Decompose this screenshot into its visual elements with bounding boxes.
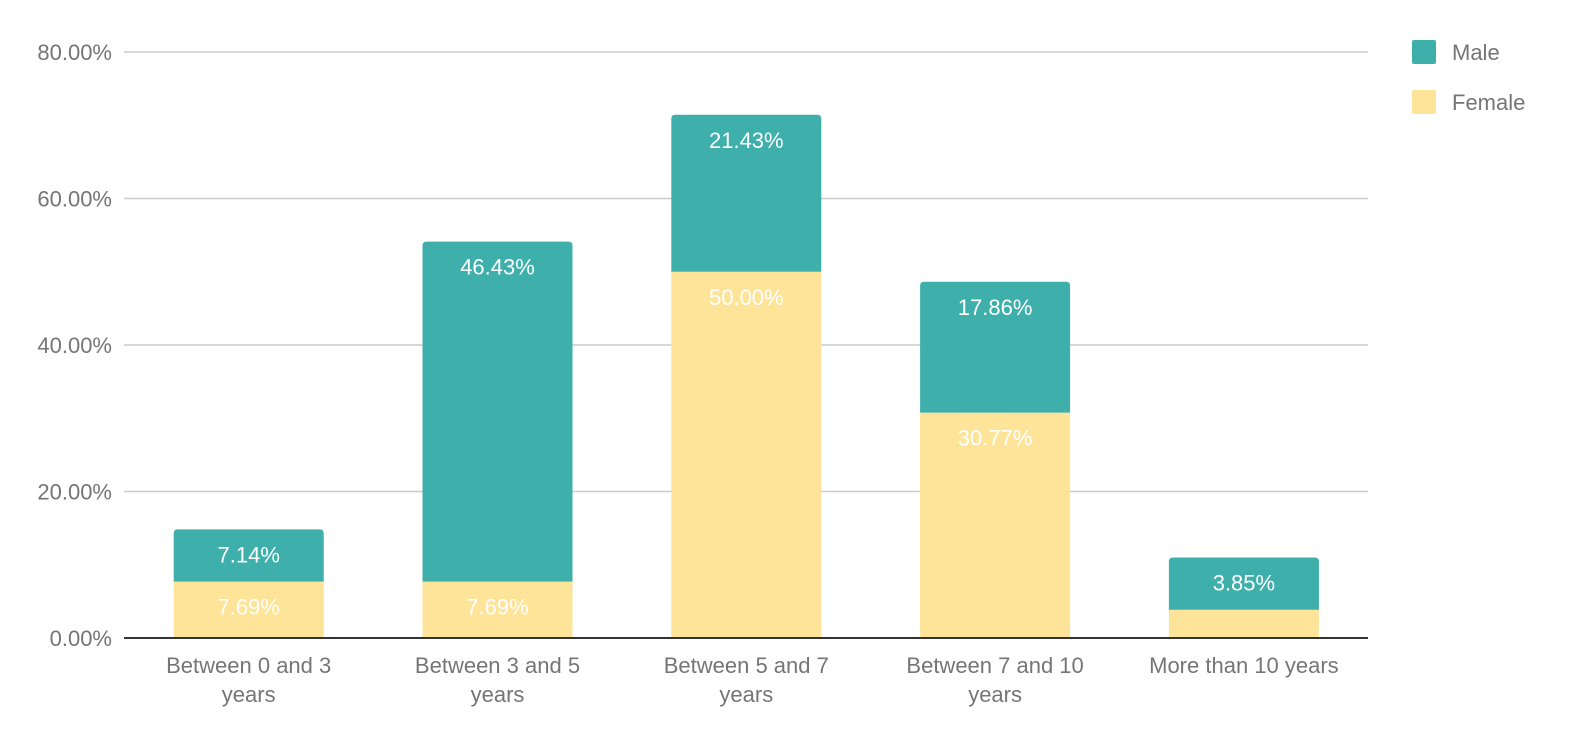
bar-segment-male <box>173 529 324 582</box>
x-category-label: Between 0 and 3 <box>166 653 331 678</box>
data-label-female: 7.69% <box>218 595 280 620</box>
data-label-female: 7.69% <box>466 595 528 620</box>
data-label-male: 46.43% <box>460 255 535 280</box>
data-label-male: 17.86% <box>958 295 1033 320</box>
legend-label-male: Male <box>1452 40 1500 65</box>
data-label-male: 21.43% <box>709 128 784 153</box>
bar-segment-male <box>1168 557 1319 610</box>
y-tick-label: 20.00% <box>37 480 112 505</box>
bar-segment-male <box>422 241 573 582</box>
x-category-label: Between 7 and 10 <box>906 653 1083 678</box>
x-category-label: Between 3 and 5 <box>415 653 580 678</box>
x-category-label: years <box>471 682 525 707</box>
data-label-female: 30.77% <box>958 426 1033 451</box>
bar-segment-female <box>422 581 573 638</box>
y-tick-label: 60.00% <box>37 187 112 212</box>
x-category-label: years <box>222 682 276 707</box>
bar-segment-female <box>1168 609 1319 638</box>
legend-swatch-male <box>1412 40 1436 64</box>
y-tick-label: 40.00% <box>37 333 112 358</box>
data-label-male: 7.14% <box>218 542 280 567</box>
legend: Male Female <box>1412 40 1525 115</box>
bar-segment-female <box>920 412 1071 638</box>
data-labels: 7.69% 7.14% 7.69% 46.43% 50.00% 21.43% 30.77% 1… <box>218 128 1276 620</box>
bar-segment-female <box>671 271 822 638</box>
legend-swatch-female <box>1412 90 1436 114</box>
bar-segment-female <box>173 581 324 638</box>
y-tick-label: 0.00% <box>50 626 112 651</box>
x-category-label: Between 5 and 7 <box>664 653 829 678</box>
bars <box>173 114 1319 638</box>
x-category-label: More than 10 years <box>1149 653 1339 678</box>
x-axis-category-labels: Between 0 and 3 years Between 3 and 5 years… <box>166 653 1339 707</box>
bar-segment-male <box>920 281 1071 413</box>
data-label-female: 50.00% <box>709 285 784 310</box>
bar-segment-male <box>671 114 822 272</box>
y-tick-label: 80.00% <box>37 40 112 65</box>
x-category-label: years <box>719 682 773 707</box>
legend-label-female: Female <box>1452 90 1525 115</box>
data-label-male: 3.85% <box>1213 570 1275 595</box>
y-axis-tick-labels: 0.00% 20.00% 40.00% 60.00% 80.00% <box>37 40 112 651</box>
x-category-label: years <box>968 682 1022 707</box>
